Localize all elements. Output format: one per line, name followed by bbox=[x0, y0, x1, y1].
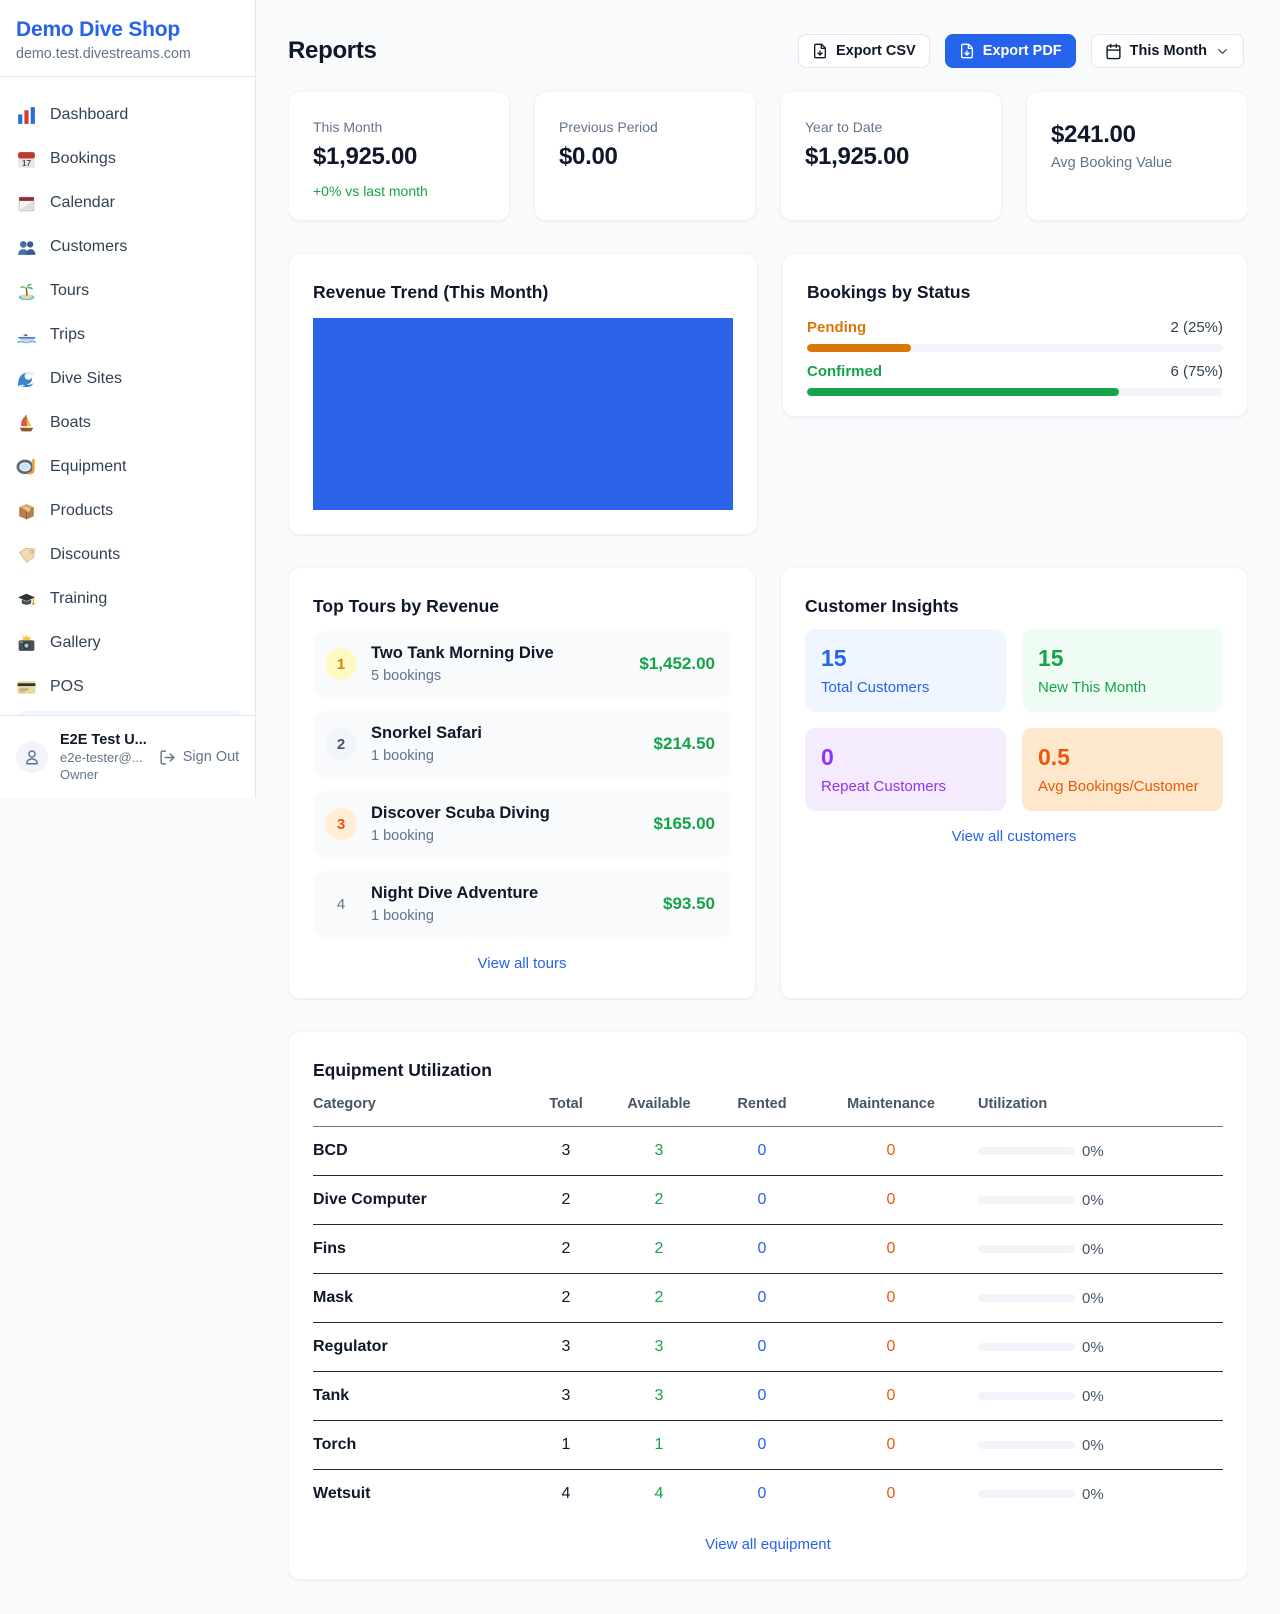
svg-text:17: 17 bbox=[22, 157, 32, 167]
